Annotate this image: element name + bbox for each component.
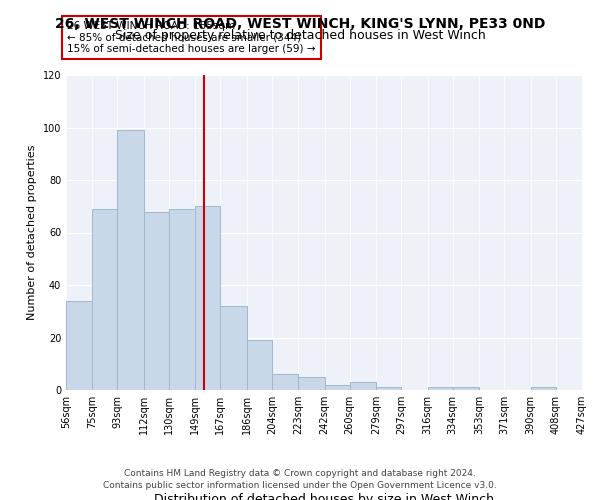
Bar [582, 388, 600, 390]
Bar [196, 206, 220, 390]
Text: 26 WEST WINCH ROAD: 155sqm
← 85% of detached houses are smaller (344)
15% of sem: 26 WEST WINCH ROAD: 155sqm ← 85% of deta… [67, 21, 316, 54]
Text: Contains public sector information licensed under the Open Government Licence v3: Contains public sector information licen… [103, 480, 497, 490]
X-axis label: Distribution of detached houses by size in West Winch: Distribution of detached houses by size … [154, 492, 494, 500]
Bar [66, 300, 92, 390]
Bar [169, 209, 196, 390]
Bar [325, 385, 350, 390]
Bar [92, 209, 118, 390]
Bar [272, 374, 298, 390]
Bar [220, 306, 247, 390]
Text: Size of property relative to detached houses in West Winch: Size of property relative to detached ho… [115, 30, 485, 43]
Bar [247, 340, 272, 390]
Bar [144, 212, 169, 390]
Text: Contains HM Land Registry data © Crown copyright and database right 2024.: Contains HM Land Registry data © Crown c… [124, 470, 476, 478]
Bar [452, 388, 479, 390]
Text: 26, WEST WINCH ROAD, WEST WINCH, KING'S LYNN, PE33 0ND: 26, WEST WINCH ROAD, WEST WINCH, KING'S … [55, 17, 545, 31]
Bar [376, 388, 401, 390]
Y-axis label: Number of detached properties: Number of detached properties [27, 145, 37, 320]
Bar [530, 388, 556, 390]
Bar [350, 382, 376, 390]
Bar [298, 377, 325, 390]
Bar [118, 130, 144, 390]
Bar [428, 388, 452, 390]
